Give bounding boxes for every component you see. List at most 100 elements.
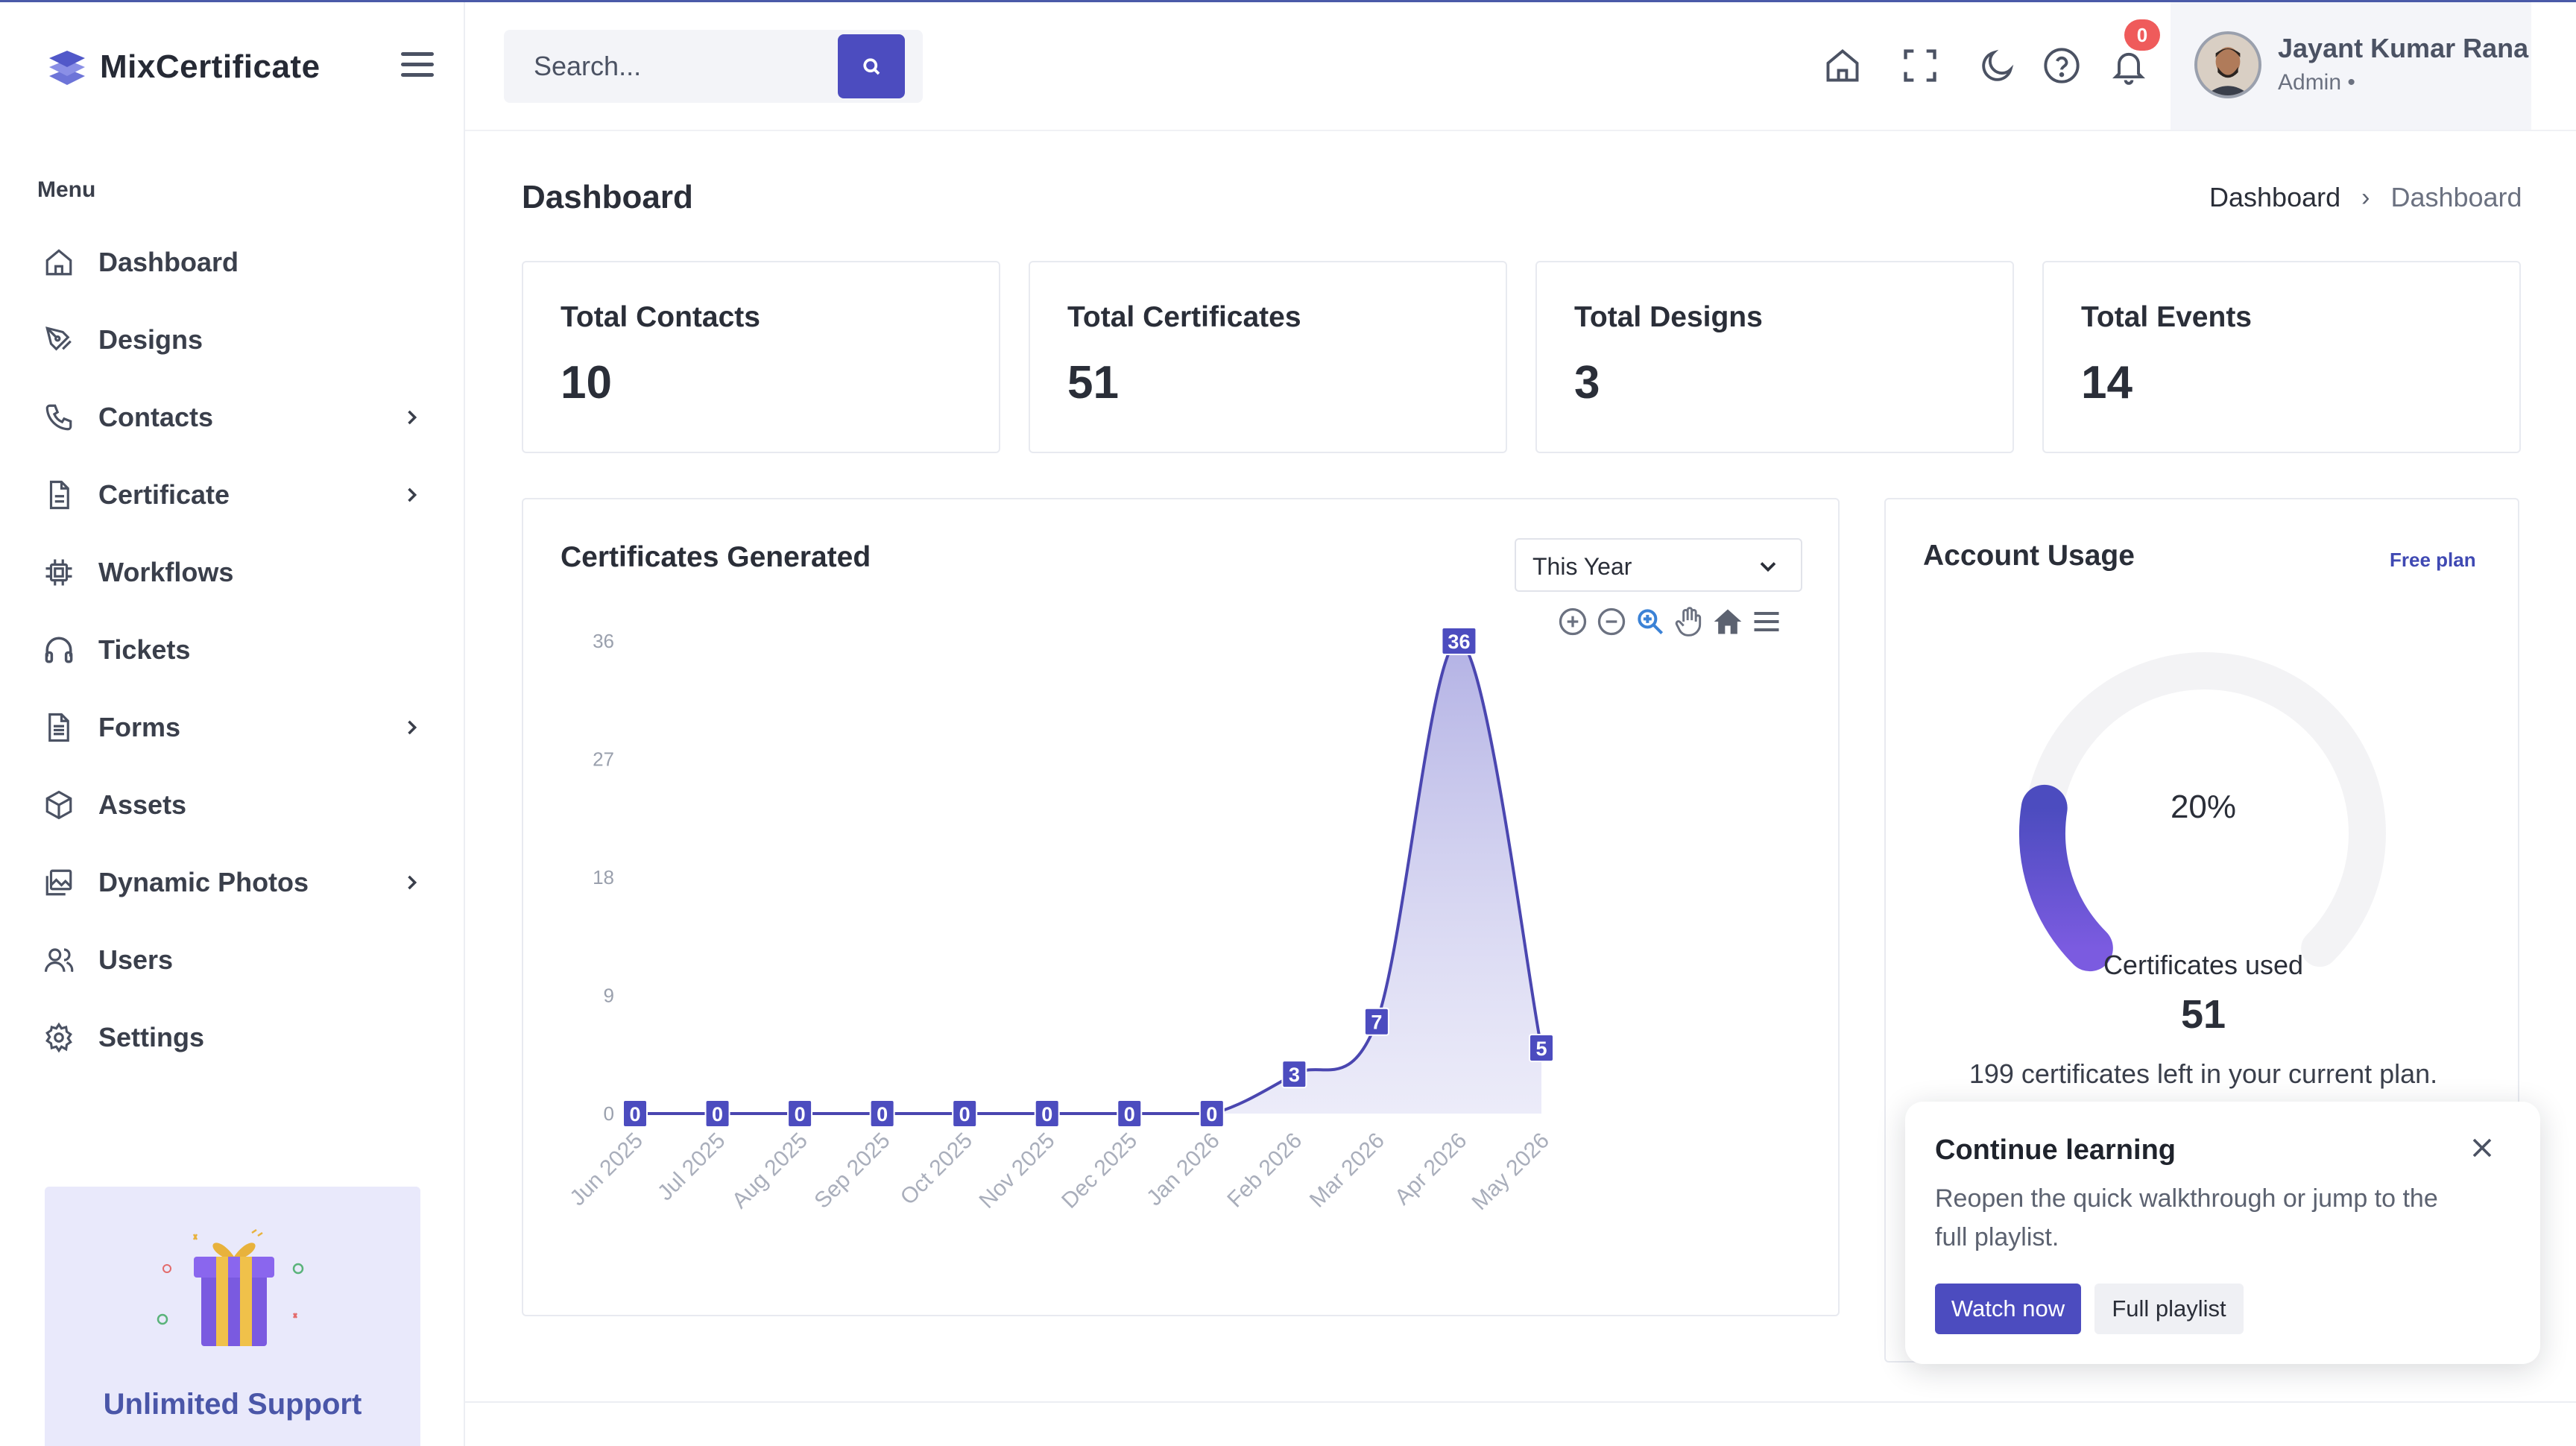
close-icon[interactable] xyxy=(2466,1131,2498,1164)
y-tick-label: 9 xyxy=(604,985,614,1007)
x-tick-label: Jan 2026 xyxy=(1142,1128,1225,1211)
sidebar-item-label: Contacts xyxy=(98,402,214,432)
sidebar-item-label: Certificate xyxy=(98,479,230,510)
users-icon xyxy=(42,943,76,977)
pan-button[interactable] xyxy=(1670,602,1708,641)
sidebar-toggle-button[interactable] xyxy=(401,52,434,82)
selection-zoom-button[interactable] xyxy=(1631,602,1670,641)
page-title: Dashboard xyxy=(522,179,693,215)
data-label-text: 5 xyxy=(1535,1038,1547,1060)
help-icon xyxy=(2044,48,2080,83)
sidebar-item-label: Forms xyxy=(98,712,181,742)
sidebar-item-settings[interactable]: Settings xyxy=(0,999,462,1076)
certificates-chart-card: 0 9 18 27 36 0 0 0 0 0 0 0 0 3 7 36 5 Jun 2025 Jul 2025 A… xyxy=(522,498,1840,1316)
stat-card-designs: Total Designs 3 xyxy=(1535,261,2014,453)
app-name: MixCertificate xyxy=(100,48,321,85)
series-line xyxy=(635,640,1543,1115)
data-label: 5 xyxy=(1529,1033,1554,1062)
data-label: 0 xyxy=(704,1099,730,1128)
x-tick-label: Jul 2025 xyxy=(653,1128,730,1206)
fullscreen-icon xyxy=(1904,49,1936,82)
sidebar-item-contacts[interactable]: Contacts xyxy=(0,379,462,456)
menu-section-label: Menu xyxy=(37,177,96,202)
data-label: 0 xyxy=(1034,1099,1060,1128)
sidebar-item-workflows[interactable]: Workflows xyxy=(0,534,462,611)
data-label-box xyxy=(1034,1099,1060,1128)
sidebar-item-users[interactable]: Users xyxy=(0,921,462,999)
chevron-right-icon xyxy=(408,487,417,502)
y-tick-label: 0 xyxy=(604,1102,614,1125)
data-label-text: 0 xyxy=(712,1103,723,1125)
data-label-text: 0 xyxy=(959,1103,970,1125)
chart-toolbar xyxy=(1553,602,1786,641)
zoom-in-button[interactable] xyxy=(1553,602,1592,641)
data-label: 0 xyxy=(787,1099,813,1128)
usage-subtitle: Certificates used xyxy=(2103,950,2304,980)
sidebar-item-designs[interactable]: Designs xyxy=(0,301,462,379)
data-label-box xyxy=(1529,1033,1554,1062)
sidebar-item-assets[interactable]: Assets xyxy=(0,766,462,844)
sidebar-item-forms[interactable]: Forms xyxy=(0,689,462,766)
sidebar-item-dynamic-photos[interactable]: Dynamic Photos xyxy=(0,844,462,921)
reset-home-icon xyxy=(1714,609,1742,634)
notification-count-badge: 0 xyxy=(2124,19,2160,51)
x-tick-label: Oct 2025 xyxy=(896,1128,977,1210)
user-profile-menu[interactable]: Jayant Kumar Rana Admin • xyxy=(2171,0,2531,130)
data-label-text: 7 xyxy=(1371,1011,1382,1034)
data-label: 36 xyxy=(1441,627,1477,655)
pen-tool-icon xyxy=(42,323,76,357)
data-label-text: 3 xyxy=(1289,1064,1300,1086)
stat-label: Total Designs xyxy=(1574,301,1763,333)
layers-logo-icon xyxy=(49,51,85,85)
watch-now-button[interactable]: Watch now xyxy=(1935,1284,2081,1334)
chevron-right-icon xyxy=(408,875,417,890)
range-select-value: This Year xyxy=(1532,553,1632,580)
top-header: 0 Jayant Kumar Rana Admin • xyxy=(465,0,2576,131)
stat-card-contacts: Total Contacts 10 xyxy=(522,261,1000,453)
range-select[interactable]: This Year xyxy=(1515,538,1802,592)
pan-hand-icon xyxy=(1675,607,1702,637)
dark-mode-toggle[interactable] xyxy=(1978,46,2017,85)
search-button[interactable] xyxy=(838,34,905,98)
moon-icon xyxy=(1982,49,2014,81)
search-box xyxy=(504,30,923,103)
plan-badge[interactable]: Free plan xyxy=(2390,549,2476,571)
hamburger-icon xyxy=(401,52,434,56)
full-playlist-button[interactable]: Full playlist xyxy=(2094,1284,2244,1334)
notifications-button[interactable] xyxy=(2109,46,2148,85)
stat-card-certificates: Total Certificates 51 xyxy=(1029,261,1507,453)
sidebar-item-label: Dashboard xyxy=(98,247,239,277)
reset-zoom-button[interactable] xyxy=(1708,602,1747,641)
x-tick-label: Mar 2026 xyxy=(1305,1128,1389,1213)
breadcrumb-link[interactable]: Dashboard xyxy=(2209,182,2341,212)
sidebar: MixCertificate Menu Dashboard Designs Co… xyxy=(0,0,465,1446)
data-label-box xyxy=(1199,1099,1225,1128)
home-icon xyxy=(1826,48,1859,82)
logo[interactable]: MixCertificate xyxy=(46,46,321,88)
document-icon xyxy=(42,710,76,745)
y-tick-label: 18 xyxy=(593,866,614,888)
sidebar-item-dashboard[interactable]: Dashboard xyxy=(0,224,462,301)
data-label-box xyxy=(1281,1060,1307,1089)
stat-value: 3 xyxy=(1574,357,1600,408)
chart-menu-button[interactable] xyxy=(1747,602,1786,641)
certificates-used-count: 51 xyxy=(2180,992,2226,1037)
zoom-out-button[interactable] xyxy=(1592,602,1631,641)
chevron-right-icon xyxy=(408,720,417,735)
stat-value: 51 xyxy=(1067,357,1119,408)
usage-percent: 20% xyxy=(2170,789,2237,825)
search-input[interactable] xyxy=(504,30,838,103)
user-portrait-icon xyxy=(2197,34,2258,95)
sidebar-item-certificate[interactable]: Certificate xyxy=(0,456,462,534)
stat-card-events: Total Events 14 xyxy=(2042,261,2521,453)
phone-icon xyxy=(42,400,76,435)
series-area xyxy=(635,640,1541,1114)
certificates-left-text: 199 certificates left in your current pl… xyxy=(1969,1058,2438,1089)
home-shortcut-button[interactable] xyxy=(1823,46,1862,85)
help-button[interactable] xyxy=(2042,46,2081,85)
data-label-text: 0 xyxy=(629,1103,640,1125)
sidebar-item-tickets[interactable]: Tickets xyxy=(0,611,462,689)
data-label: 0 xyxy=(952,1099,978,1128)
stat-label: Total Certificates xyxy=(1067,301,1301,333)
fullscreen-button[interactable] xyxy=(1901,46,1939,85)
